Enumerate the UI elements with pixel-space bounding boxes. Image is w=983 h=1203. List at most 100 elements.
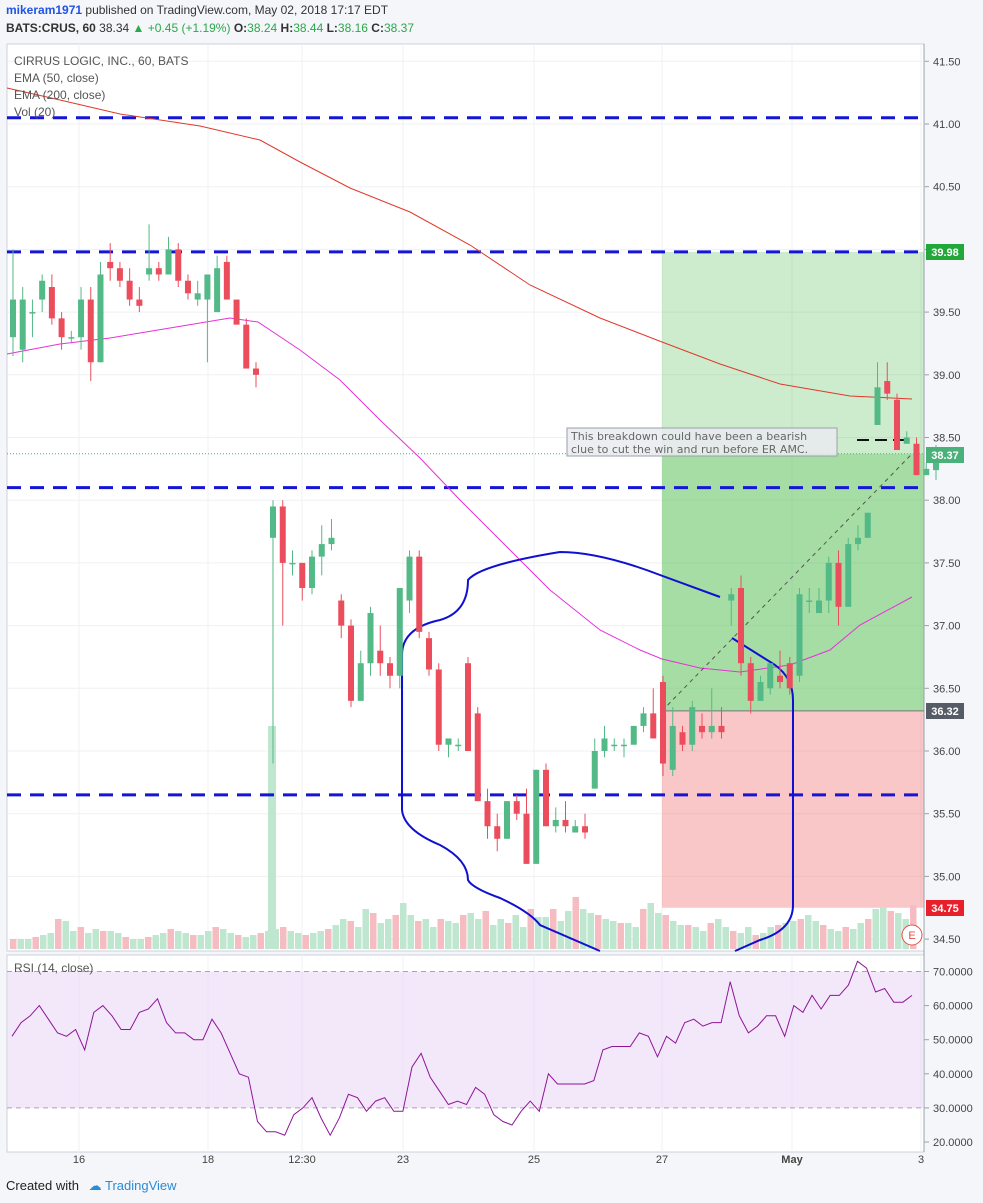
svg-text:E: E [908,930,915,942]
volume-bar [662,915,669,949]
candle-body [328,537,335,545]
candle-body [543,769,549,827]
time-tick-label: 3 [918,1154,924,1166]
volume-bar [497,919,504,949]
candle-body [126,280,133,300]
candle-body [562,819,569,827]
volume-bar [17,939,24,949]
symbol-label: BATS:CRUS, 60 [6,21,96,35]
candle-body [357,663,364,701]
ema200-line [6,87,913,400]
candle-body [309,556,315,588]
volume-bar [827,929,834,949]
volume-bar [857,923,864,949]
volume-bar [77,927,84,949]
candle-body [913,443,920,476]
candle-body [738,587,744,664]
candle-body [494,826,501,839]
svg-text:34.75: 34.75 [931,903,959,915]
candle-body [289,562,296,565]
earnings-icon[interactable]: E [901,924,923,946]
time-tick-label: 25 [528,1154,540,1166]
volume-bar [107,931,114,949]
volume-bar [715,919,722,949]
volume-bar [122,937,129,949]
price-tick-label: 36.00 [933,746,961,758]
volume-bar [722,927,729,949]
volume-bar [370,913,377,949]
stop-price-tag: 34.75 [926,900,964,916]
volume-bar [167,929,174,949]
candle-body [68,337,75,339]
volume-bar [355,927,362,949]
time-tick-label: 18 [202,1154,214,1166]
price-tick-label: 41.50 [933,56,961,68]
volume-bar [760,933,767,949]
volume-bar [677,925,684,949]
candle-body [19,299,26,350]
volume-bar [152,935,159,949]
volume-bar [797,919,804,949]
price-change: +0.45 (+1.19%) [147,21,231,35]
volume-bar [445,921,452,949]
time-tick-label: 27 [656,1154,668,1166]
candle-body [591,751,598,789]
volume-bar [617,923,624,949]
volume-bar [647,903,654,949]
price-tick-label: 34.50 [933,934,961,946]
low-label: L: [326,21,338,35]
volume-bar [610,921,617,949]
candle-body [650,713,657,739]
price-tick-label: 35.50 [933,809,961,821]
rsi-tick-label: 20.0000 [933,1137,973,1149]
volume-bar [415,921,422,949]
candle-body [484,801,491,827]
candle-body [679,732,686,745]
svg-text:39.98: 39.98 [931,247,959,259]
candle-body [718,725,725,733]
volume-bar [242,937,249,949]
volume-bar [32,937,39,949]
volume-bar [580,909,587,949]
trendline-drawing [661,453,913,712]
volume-bar [430,927,437,949]
volume-bar [437,919,444,949]
tradingview-logo[interactable]: ☁ TradingView [88,1178,177,1193]
candle-body [367,613,374,664]
candle-body [279,506,286,563]
annotation-box[interactable] [566,427,838,457]
volume-bar [325,929,332,949]
price-tick-label: 37.00 [933,621,961,633]
candle-body [465,663,471,751]
candle-body [233,299,240,325]
last-price: 38.34 [99,21,130,35]
publish-info: published on TradingView.com, May 02, 20… [85,3,389,17]
volume-bar [100,931,107,949]
volume-bar [550,909,557,949]
volume-bar [287,931,294,949]
candle-body [455,744,462,747]
low-value: 38.16 [337,21,368,35]
volume-bar [235,935,242,949]
volume-bar [700,931,707,949]
candle-body [223,261,230,300]
candle-body [204,274,211,300]
candle-body [757,682,764,701]
price-tick-label: 41.00 [933,119,961,131]
candle-body [318,544,325,557]
candle-body [699,725,705,733]
volume-bar [850,929,857,949]
candle-body [903,437,910,444]
candle-body [825,562,832,601]
volume-bar [632,927,639,949]
candle-body [552,819,559,827]
volume-bar [880,907,887,949]
candle-body [78,299,85,338]
volume-bar [670,921,677,949]
candle-body [884,381,891,394]
price-tick-label: 37.50 [933,558,961,570]
author-link[interactable]: mikeram1971 [6,3,83,17]
volume-bar [257,933,264,949]
volume-bar [85,933,92,949]
